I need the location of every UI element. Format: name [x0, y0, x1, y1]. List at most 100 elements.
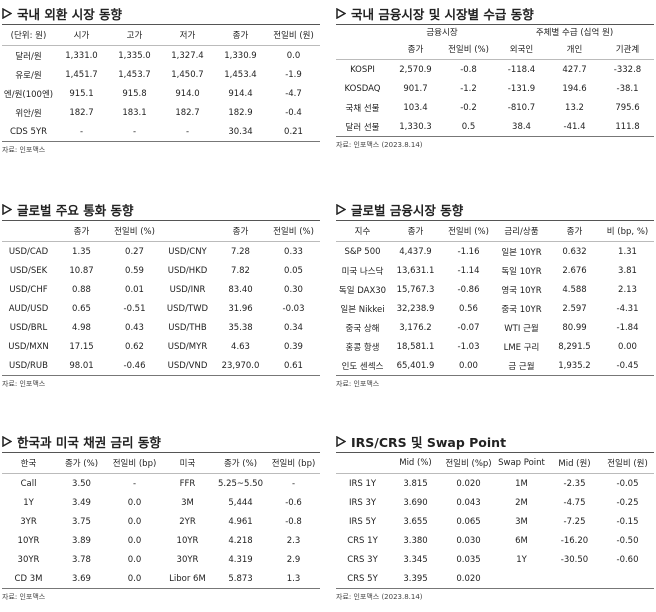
header-cell: Mid (원) [548, 452, 601, 474]
table-cell: USD/CAD [8, 246, 49, 257]
table-body: Call 3.50 - FFR 5.25~5.50 - 1Y 3.49 0.0 3M 5,444 -0… [2, 474, 320, 589]
panel: 국내 외환 시장 동향 (단위: 원) 시가 고가 저가 종가 전일비 (원) 달러/원 1,3… [2, 2, 320, 155]
table-head: (단위: 원) 시가 고가 저가 종가 전일비 (원) [2, 24, 320, 46]
table-cell: 2.597 [562, 303, 587, 314]
table-cell: 0.01 [125, 284, 144, 295]
header-cell [161, 220, 214, 242]
table-cell: 0.88 [72, 284, 91, 295]
data-table: 지수 종가 전일비 (%) 금리/상품 종가 비 (bp, %) S&P 500 4,437.… [336, 220, 654, 376]
table-cell: 0.00 [442, 356, 495, 376]
header-cell: 외국인 [495, 39, 548, 60]
data-table: 한국 종가 (%) 전일비 (bp) 미국 종가 (%) 전일비 (bp) Call 3.50… [2, 452, 320, 589]
header-row: (단위: 원) 시가 고가 저가 종가 전일비 (원) [2, 24, 320, 46]
title-marker [336, 203, 346, 215]
table-cell: 3.69 [55, 569, 108, 589]
table-cell: -1.9 [285, 69, 302, 80]
table-cell: 0.43 [125, 322, 144, 333]
table-cell: 0.05 [284, 265, 303, 276]
table-row: CRS 1Y 3.380 0.030 6M -16.20 -0.50 [336, 531, 654, 550]
table-cell: 6M [515, 535, 528, 546]
table-cell: Libor 6M [161, 569, 214, 589]
table-cell: 1,335.0 [118, 50, 151, 61]
table-row: 달러/원 1,331.0 1,335.0 1,327.4 1,330.9 0.0 [2, 46, 320, 66]
table-cell: 중국 상해 [345, 323, 380, 334]
table-cell: -0.86 [457, 284, 480, 295]
header-cell: 전일비 (%) [442, 220, 495, 242]
table-cell: 달러/원 [15, 51, 42, 62]
table-cell: -4.31 [616, 303, 639, 314]
table-cell: 0.21 [267, 122, 320, 142]
table-body: 달러/원 1,331.0 1,335.0 1,327.4 1,330.9 0.0 유로/원 1… [2, 46, 320, 142]
table-cell: S&P 500 [344, 246, 381, 257]
header-row: 한국 종가 (%) 전일비 (bp) 미국 종가 (%) 전일비 (bp) [2, 452, 320, 474]
table-cell: USD/CNY [168, 246, 207, 257]
table-cell: 인도 센섹스 [336, 356, 389, 376]
table-cell: 3.75 [72, 516, 91, 527]
table-cell: 4,437.9 [399, 246, 432, 257]
table-cell: 1,453.7 [118, 69, 151, 80]
table-cell: 0.043 [456, 497, 481, 508]
table-cell: 1,453.4 [224, 69, 257, 80]
header-cell: 종가 (%) [214, 452, 267, 474]
data-table: Mid (%) 전일비 (%p) Swap Point Mid (원) 전일비 (원) I… [336, 452, 654, 589]
table-row: 30YR 3.78 0.0 30YR 4.319 2.9 [2, 550, 320, 569]
table-row: USD/BRL 4.98 0.43 USD/THB 35.38 0.34 [2, 318, 320, 337]
header-cell: 전일비 (bp) [267, 452, 320, 474]
panel-title: 한국과 미국 채권 금리 동향 [2, 430, 320, 452]
table-cell: 182.7 [69, 107, 94, 118]
table-cell: 10YR [17, 535, 40, 546]
table-cell: USD/INR [169, 284, 206, 295]
table-cell: 0.0 [286, 50, 301, 61]
table-cell: 3M [181, 497, 194, 508]
table-cell: -0.51 [123, 303, 146, 314]
table-cell: 5.25~5.50 [218, 478, 263, 489]
table-cell: 1.31 [618, 246, 637, 257]
table-cell: 35.38 [228, 322, 253, 333]
table-cell: - [55, 122, 108, 142]
table-cell: 103.4 [403, 102, 428, 113]
table-cell: -810.7 [507, 102, 536, 113]
title-marker [2, 7, 12, 19]
table-cell: 7.82 [231, 265, 250, 276]
table-row: 1Y 3.49 0.0 3M 5,444 -0.6 [2, 493, 320, 512]
table-row: 독일 DAX30 15,767.3 -0.86 영국 10YR 4.588 2.13 [336, 280, 654, 299]
table-cell: USD/SEK [9, 265, 48, 276]
table-cell: -1.84 [616, 322, 639, 333]
data-table: (단위: 원) 시가 고가 저가 종가 전일비 (원) 달러/원 1,331.0 1,335.0… [2, 24, 320, 142]
table-cell: 13.2 [565, 102, 584, 113]
table-cell: 18,581.1 [396, 341, 435, 352]
table-cell: 유로/원 [15, 70, 42, 81]
table-cell: 3.49 [72, 497, 91, 508]
title-marker [2, 435, 12, 447]
header-cell: 개인 [548, 39, 601, 60]
data-table: 종가 전일비 (%) 종가 전일비 (%) USD/CAD 1.35 0.27 USD/CNY… [2, 220, 320, 376]
title-marker [336, 435, 346, 447]
table-cell: -0.05 [616, 478, 639, 489]
panel: 한국과 미국 채권 금리 동향 한국 종가 (%) 전일비 (bp) 미국 종가 (%) 전… [2, 430, 320, 602]
title-text: 국내 금융시장 및 시장별 수급 동향 [351, 6, 534, 22]
table-cell: 98.01 [55, 356, 108, 376]
table-cell: 미국 나스닥 [341, 266, 384, 277]
table-cell: 13,631.1 [396, 265, 435, 276]
table-cell: 중국 10YR [501, 304, 542, 315]
table-row: 유로/원 1,451.7 1,453.7 1,450.7 1,453.4 -1.9 [2, 65, 320, 84]
table-cell [495, 569, 548, 589]
table-head: 지수 종가 전일비 (%) 금리/상품 종가 비 (bp, %) [336, 220, 654, 242]
header-cell [336, 452, 389, 474]
table-cell: 2.13 [618, 284, 637, 295]
table-cell: 독일 DAX30 [338, 285, 387, 296]
table-cell: 915.8 [122, 88, 147, 99]
header-cell: 종가 [389, 220, 442, 242]
table-cell: 38.4 [495, 117, 548, 137]
table-cell: 0.0 [127, 535, 142, 546]
panel: 글로벌 주요 통화 동향 종가 전일비 (%) 종가 전일비 (%) USD/CAD 1.3… [2, 198, 320, 389]
table-cell: 1,935.2 [548, 356, 601, 376]
table-cell: -4.75 [563, 497, 586, 508]
table-cell: CRS 1Y [347, 535, 378, 546]
table-cell: USD/MYR [167, 341, 208, 352]
table-cell: 0.39 [284, 341, 303, 352]
table-row: IRS 5Y 3.655 0.065 3M -7.25 -0.15 [336, 512, 654, 531]
table-cell: 0.33 [284, 246, 303, 257]
panel-title: 글로벌 금융시장 동향 [336, 198, 654, 220]
title-marker [2, 203, 12, 215]
